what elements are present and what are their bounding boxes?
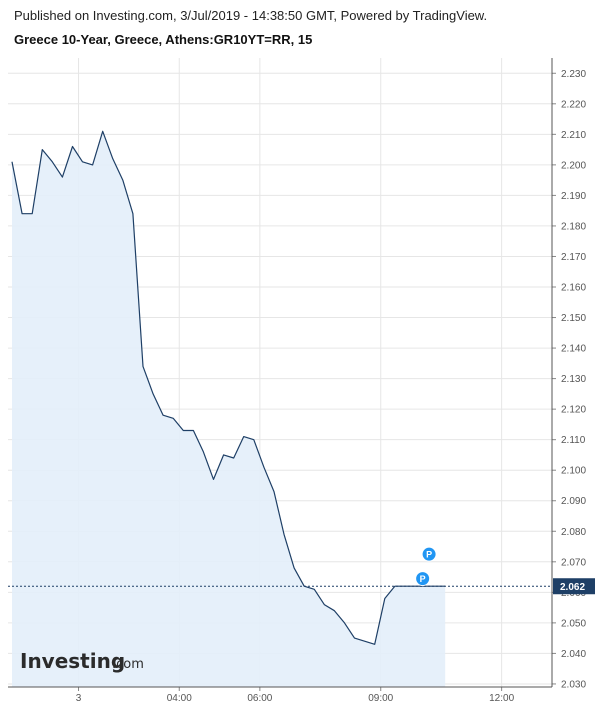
y-tick-label: 2.130 [561,374,586,385]
y-tick-label: 2.200 [561,160,586,171]
series-area [12,131,446,688]
p-marker-label: P [426,550,432,560]
plot [8,130,552,688]
y-tick-label: 2.170 [561,252,586,263]
y-tick-label: 2.090 [561,496,586,507]
y-tick-label: 2.100 [561,466,586,477]
y-tick-label: 2.030 [561,679,586,690]
y-tick-label: 2.190 [561,191,586,202]
y-tick-label: 2.120 [561,405,586,416]
p-marker [415,571,431,587]
x-tick-label: 04:00 [167,693,192,704]
y-tick-label: 2.160 [561,283,586,294]
x-tick-label: 06:00 [247,693,272,704]
y-tick-label: 2.150 [561,313,586,324]
last-price-label: 2.062 [560,582,585,593]
y-tick-label: 2.110 [561,435,586,446]
y-tick-label: 2.070 [561,557,586,568]
y-tick-label: 2.040 [561,649,586,660]
y-tick-label: 2.180 [561,221,586,232]
series-line [11,130,446,645]
y-tick-label: 2.220 [561,99,586,110]
y-tick-label: 2.230 [561,69,586,80]
x-tick-label: 09:00 [368,693,393,704]
p-marker [421,546,437,562]
x-tick-label: 3 [76,693,82,704]
logo-suffix: .com [112,657,144,672]
last-price-badge [553,578,595,595]
investing-logo: Investing .com [20,649,144,673]
y-tick-label: 2.140 [561,344,586,355]
published-caption: Published on Investing.com, 3/Jul/2019 -… [14,8,488,23]
p-marker-label: P [420,574,426,584]
y-tick-label: 2.210 [561,130,586,141]
axes: 2.0302.0402.0502.0602.0702.0802.0902.100… [8,58,595,704]
x-tick-label: 12:00 [489,693,514,704]
chart-title: Greece 10-Year, Greece, Athens:GR10YT=RR… [14,32,313,47]
y-tick-label: 2.080 [561,527,586,538]
markers: PP [415,546,437,587]
logo-brand: Investing [20,649,125,673]
y-tick-label: 2.050 [561,618,586,629]
